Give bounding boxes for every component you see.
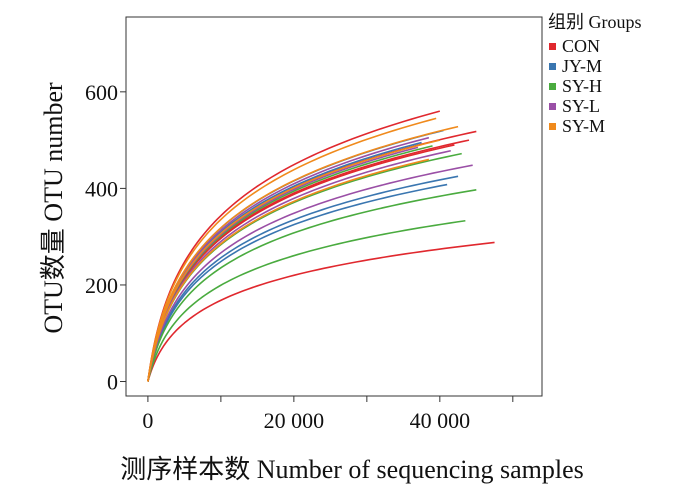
y-tick-label: 600 bbox=[85, 80, 118, 105]
legend-swatch-sy-l bbox=[549, 103, 556, 110]
legend-label-jy-m: JY-M bbox=[562, 56, 602, 76]
x-axis-ticks: 0 20 000 40 000 bbox=[142, 396, 514, 433]
legend-label-sy-h: SY-H bbox=[562, 76, 602, 96]
legend-title: 组别 Groups bbox=[548, 12, 642, 32]
series-line-sy-m-21 bbox=[147, 117, 437, 382]
x-axis-title: 测序样本数 Number of sequencing samples bbox=[120, 455, 584, 484]
x-tick-label: 20 000 bbox=[264, 408, 325, 433]
legend-swatch-jy-m bbox=[549, 63, 556, 70]
y-axis-ticks: 0 200 400 600 bbox=[85, 80, 126, 395]
y-tick-label: 400 bbox=[85, 176, 118, 201]
legend-label-con: CON bbox=[562, 36, 600, 56]
legend-label-sy-l: SY-L bbox=[562, 96, 600, 116]
x-tick-label: 40 000 bbox=[410, 408, 471, 433]
x-tick-label: 0 bbox=[142, 408, 153, 433]
legend-swatch-sy-m bbox=[549, 123, 556, 130]
y-axis-title: OTU数量 OTU number bbox=[39, 82, 68, 334]
series-layer bbox=[147, 110, 495, 383]
y-tick-label: 200 bbox=[85, 273, 118, 298]
legend-label-sy-m: SY-M bbox=[562, 116, 605, 136]
y-tick-label: 0 bbox=[107, 370, 118, 395]
series-line-sy-h-11 bbox=[147, 219, 466, 383]
series-line-sy-h-10 bbox=[147, 189, 477, 383]
legend-swatch-con bbox=[549, 43, 556, 50]
series-line-con-5 bbox=[147, 241, 495, 383]
series-line-sy-m-20 bbox=[147, 158, 430, 383]
legend-swatch-sy-h bbox=[549, 83, 556, 90]
